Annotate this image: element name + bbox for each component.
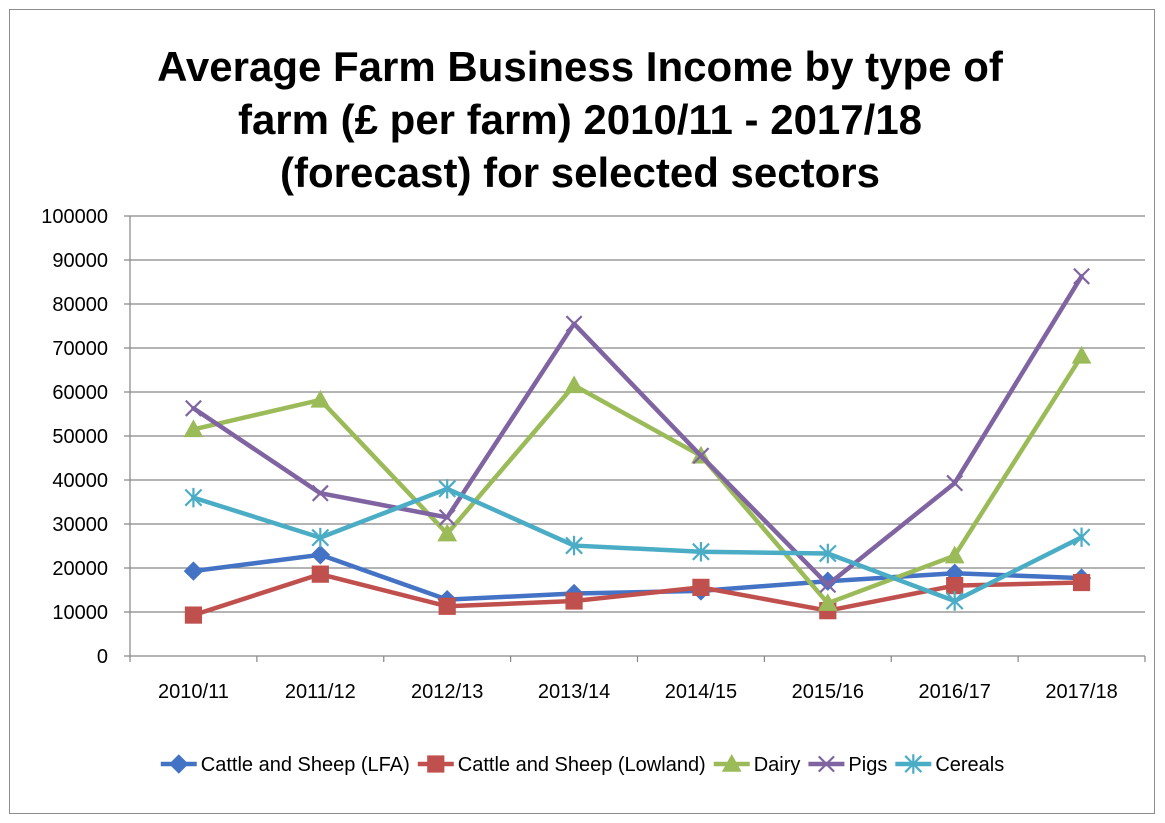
y-tick-label: 20000 xyxy=(52,558,108,580)
data-point xyxy=(183,561,204,581)
data-point xyxy=(438,597,456,615)
x-axis-tick-labels: 2010/11 2011/12 2012/13 2013/14 2014/15 2015/… xyxy=(158,681,1118,703)
data-point xyxy=(1073,267,1090,285)
y-tick-label: 50000 xyxy=(52,426,108,448)
data-point xyxy=(819,576,837,594)
data-point xyxy=(565,535,583,556)
chart-title-line-2: farm (£ per farm) 2010/11 - 2017/18 xyxy=(237,96,923,143)
y-tick-label: 70000 xyxy=(52,338,108,360)
y-tick-label: 30000 xyxy=(52,514,108,536)
y-tick-label: 40000 xyxy=(52,470,108,492)
y-tick-label: 60000 xyxy=(52,382,108,404)
y-axis-tick-labels: 0 10000 20000 30000 40000 50000 60000 70000 8000… xyxy=(41,206,108,668)
data-point xyxy=(438,508,456,526)
chart-title: Average Farm Business Income by type of … xyxy=(60,40,1100,199)
legend-label: Pigs xyxy=(848,754,887,776)
series-pigs xyxy=(185,267,1090,594)
data-point xyxy=(945,591,964,611)
data-point xyxy=(311,484,329,502)
gridlines xyxy=(130,215,1145,613)
data-point xyxy=(310,389,331,408)
legend-item: Cattle and Sheep (Lowland) xyxy=(417,754,706,776)
legend-label: Dairy xyxy=(754,754,801,776)
x-tick-label: 2015/16 xyxy=(792,681,864,703)
data-point xyxy=(1071,345,1092,364)
y-tick-label: 90000 xyxy=(52,250,108,272)
data-point xyxy=(692,447,710,465)
data-point xyxy=(310,545,331,565)
x-tick-label: 2014/15 xyxy=(665,681,737,703)
data-point xyxy=(184,606,203,624)
series-dairy xyxy=(183,345,1092,611)
legend-item: Cereals xyxy=(895,754,1004,776)
data-point xyxy=(437,523,458,542)
series-line xyxy=(191,353,1084,606)
data-point xyxy=(564,375,584,394)
data-point xyxy=(692,542,710,562)
axes xyxy=(124,215,1146,662)
x-tick-label: 2013/14 xyxy=(538,681,610,703)
series-line xyxy=(191,571,1084,618)
chart-title-line-1: Average Farm Business Income by type of xyxy=(157,43,1003,90)
data-point xyxy=(946,577,964,595)
data-point xyxy=(565,315,583,333)
chart-title-line-3: (forecast) for selected sectors xyxy=(280,149,880,196)
data-point xyxy=(692,578,710,596)
data-point xyxy=(311,527,330,548)
legend-marker xyxy=(721,753,742,772)
x-tick-label: 2012/13 xyxy=(411,681,483,703)
legend-label: Cattle and Sheep (Lowland) xyxy=(458,754,706,776)
x-tick-label: 2017/18 xyxy=(1045,681,1117,703)
y-tick-label: 10000 xyxy=(52,602,108,624)
legend-label: Cereals xyxy=(935,754,1004,776)
data-point xyxy=(184,487,203,508)
legend-item: Cattle and Sheep (LFA) xyxy=(160,754,410,776)
legend-marker xyxy=(427,755,445,773)
series-line xyxy=(191,274,1084,587)
legend-item: Dairy xyxy=(713,753,801,776)
legend: Cattle and Sheep (LFA) Cattle and Sheep (… xyxy=(160,753,1004,776)
y-tick-label: 100000 xyxy=(41,206,108,228)
legend-item: Pigs xyxy=(808,754,887,776)
data-point xyxy=(817,593,838,611)
legend-marker xyxy=(817,755,835,773)
x-tick-label: 2016/17 xyxy=(919,681,991,703)
data-point xyxy=(818,543,837,564)
data-point xyxy=(1072,527,1091,547)
y-tick-label: 80000 xyxy=(52,294,108,316)
legend-label: Cattle and Sheep (LFA) xyxy=(201,754,410,776)
legend-marker xyxy=(169,754,189,774)
data-point xyxy=(946,474,964,492)
x-tick-label: 2011/12 xyxy=(285,681,356,703)
data-point xyxy=(183,419,204,438)
series-group xyxy=(183,267,1092,624)
data-point xyxy=(1072,573,1091,592)
y-tick-label: 0 xyxy=(97,646,108,668)
data-point xyxy=(438,479,457,499)
data-point xyxy=(311,565,329,583)
series-line xyxy=(191,486,1084,604)
data-point xyxy=(565,592,583,610)
data-point xyxy=(185,399,202,417)
data-point xyxy=(944,545,965,564)
x-tick-label: 2010/11 xyxy=(158,681,229,703)
legend-marker xyxy=(904,754,923,774)
series-cereals xyxy=(184,479,1091,611)
